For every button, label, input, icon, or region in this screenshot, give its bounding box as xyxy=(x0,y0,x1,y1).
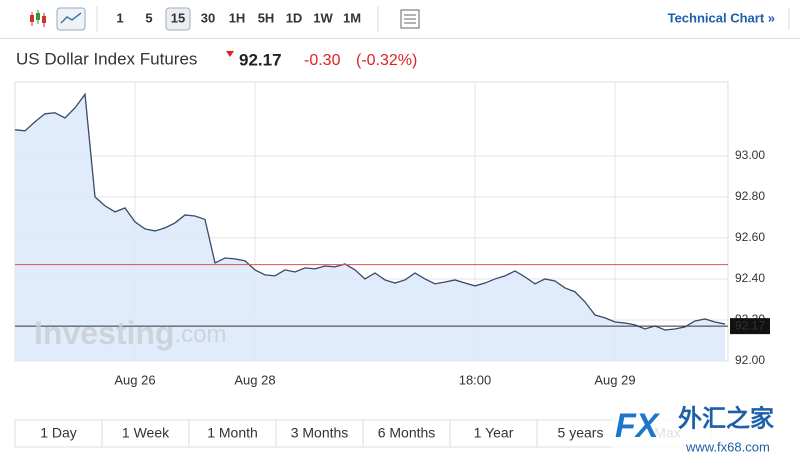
down-arrow xyxy=(226,51,234,57)
range-button[interactable] xyxy=(188,419,277,448)
range-label: 1 Month xyxy=(207,425,258,441)
interval-button[interactable]: 1D xyxy=(286,10,303,25)
x-tick-label: Aug 28 xyxy=(234,372,275,387)
fx-logo: FX xyxy=(615,407,661,445)
interval-button[interactable]: 5H xyxy=(258,10,275,25)
fx-watermark-bg xyxy=(612,402,800,461)
range-button[interactable] xyxy=(14,419,103,448)
range-label: 1 Week xyxy=(122,425,170,441)
change-percent: (-0.32%) xyxy=(356,52,417,69)
change: -0.30 xyxy=(304,52,341,69)
fx-url: www.fx68.com xyxy=(685,439,770,454)
interval-button[interactable]: 1W xyxy=(313,10,333,25)
y-tick-label: 92.80 xyxy=(735,189,765,203)
last-price-label: 92.17 xyxy=(735,318,765,332)
range-button[interactable] xyxy=(449,419,538,448)
range-button[interactable] xyxy=(101,419,190,448)
y-tick-label: 93.00 xyxy=(735,148,765,162)
last-price: 92.17 xyxy=(239,50,282,69)
line-icon-glyph xyxy=(60,12,82,24)
range-label: 1 Day xyxy=(40,425,77,441)
settings-icon[interactable] xyxy=(400,9,420,29)
technical-chart-link[interactable]: Technical Chart » xyxy=(668,10,775,25)
price-line xyxy=(14,92,726,331)
fx-name: 外汇之家 xyxy=(678,404,774,432)
area xyxy=(15,94,725,361)
range-label: 1 Year xyxy=(474,425,514,441)
range-button[interactable] xyxy=(536,419,625,448)
interval-button[interactable]: 5 xyxy=(145,10,152,25)
range-label: 5 years xyxy=(558,425,604,441)
x-tick-label: 18:00 xyxy=(459,372,492,387)
x-tick-label: Aug 29 xyxy=(594,372,635,387)
last-price-tag xyxy=(730,318,770,335)
watermark-investing: Investing.com xyxy=(34,315,226,351)
interval-button[interactable]: 1M xyxy=(343,10,361,25)
interval-active-bg xyxy=(165,7,191,31)
y-tick-label: 92.60 xyxy=(735,230,765,244)
interval-button[interactable]: 1H xyxy=(229,10,246,25)
chart-title: US Dollar Index Futures xyxy=(16,49,197,68)
x-tick-label: Aug 26 xyxy=(114,372,155,387)
interval-button[interactable]: 30 xyxy=(201,10,215,25)
range-button[interactable] xyxy=(362,419,451,448)
candle-icon[interactable] xyxy=(30,10,46,27)
interval-button[interactable]: 1 xyxy=(116,10,123,25)
range-button[interactable] xyxy=(275,419,364,448)
y-tick-label: 92.00 xyxy=(735,353,765,367)
range-label: 3 Months xyxy=(291,425,349,441)
y-tick-label: 92.40 xyxy=(735,271,765,285)
range-label: 6 Months xyxy=(378,425,436,441)
interval-button[interactable]: 15 xyxy=(171,10,185,25)
